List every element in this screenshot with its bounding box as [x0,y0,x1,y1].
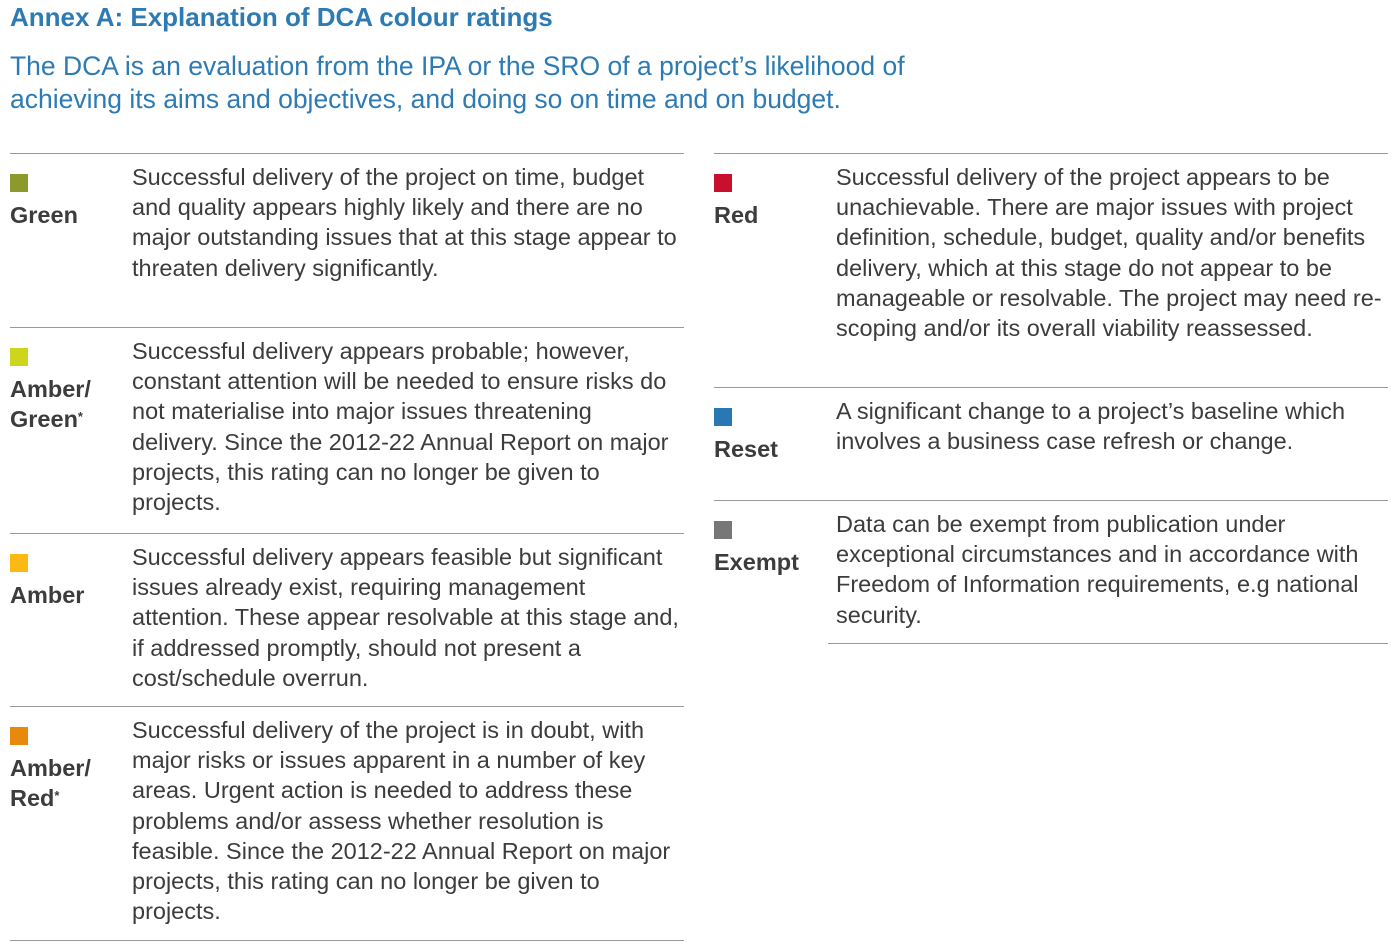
intro-text: The DCA is an evaluation from the IPA or… [10,51,905,114]
rating-label-cell: Exempt [714,509,836,628]
rating-label-cell: Amber/ Red* [10,715,132,925]
rating-row-reset: Reset A significant change to a project’… [714,387,1388,500]
left-column-bottom-rule [10,940,684,941]
right-ratings-column: Red Successful delivery of the project a… [714,153,1388,643]
rating-name: Reset [714,436,779,462]
reset-swatch-icon [714,408,732,426]
left-ratings-column: Green Successful delivery of the project… [10,153,684,940]
rating-label-cell: Reset [714,396,836,485]
amber-swatch-icon [10,554,28,572]
rating-description: A significant change to a project’s base… [836,398,1346,455]
rating-label-cell: Amber/ Green* [10,336,132,518]
rating-label-cell: Amber [10,542,132,691]
rating-description: Data can be exempt from publication unde… [836,511,1359,628]
rating-row-amber: Amber Successful delivery appears feasib… [10,533,684,706]
amber-green-swatch-icon [10,348,28,366]
rating-name: Green [10,202,78,228]
rating-description: Successful delivery of the project is in… [132,717,671,925]
exempt-swatch-icon [714,521,732,539]
rating-label-cell: Green [10,162,132,312]
rating-description: Successful delivery appears feasible but… [132,544,679,691]
rating-name: Amber/ Red* [10,755,91,811]
rating-label-cell: Red [714,162,836,372]
right-column-bottom-rule [828,643,1388,644]
red-swatch-icon [714,174,732,192]
rating-description: Successful delivery of the project appea… [836,164,1382,342]
rating-row-red: Red Successful delivery of the project a… [714,153,1388,387]
rating-name: Red [714,202,759,228]
rating-description: Successful delivery appears probable; ho… [132,338,669,516]
rating-name: Amber/ Green* [10,376,91,432]
rating-description: Successful delivery of the project on ti… [132,164,677,281]
page-title: Annex A: Explanation of DCA colour ratin… [10,2,553,32]
rating-row-exempt: Exempt Data can be exempt from publicati… [714,500,1388,643]
rating-name: Exempt [714,549,799,575]
rating-row-amber-red: Amber/ Red* Successful delivery of the p… [10,706,684,940]
rating-name: Amber [10,582,85,608]
rating-row-amber-green: Amber/ Green* Successful delivery appear… [10,327,684,533]
green-swatch-icon [10,174,28,192]
amber-red-swatch-icon [10,727,28,745]
rating-row-green: Green Successful delivery of the project… [10,153,684,327]
